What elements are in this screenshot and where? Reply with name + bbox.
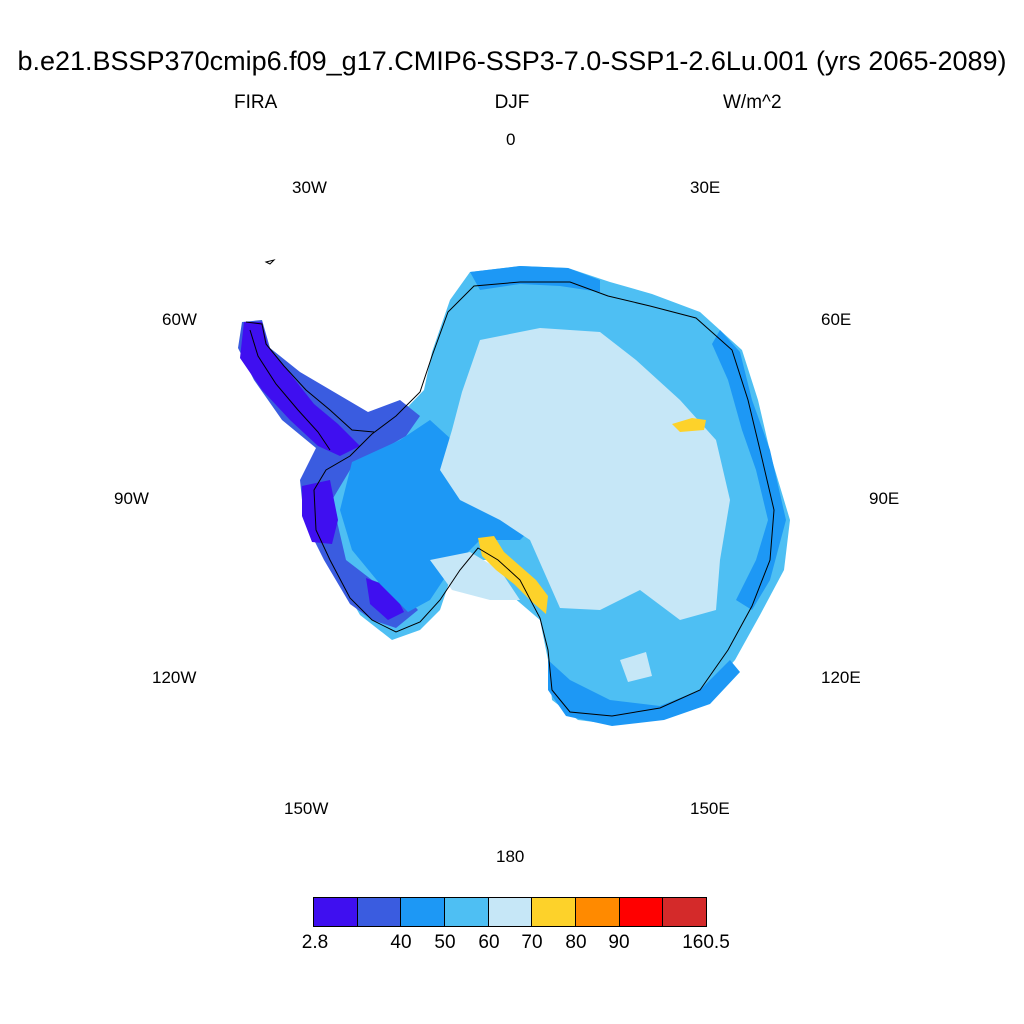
lon-label-120w: 120W [152, 668, 197, 687]
lon-label-90w: 90W [114, 489, 149, 508]
colorbar-label-70: 70 [521, 932, 543, 953]
continent-blue-band [340, 420, 540, 612]
south-georgia-outline [264, 259, 276, 265]
lon-label-60w: 60W [162, 310, 197, 329]
south-coast-blue [548, 660, 740, 726]
colorbar-segment-8 [663, 898, 707, 926]
lon-label-30w: 30W [292, 178, 327, 197]
colorbar-segment-0 [314, 898, 358, 926]
colorbar-segment-7 [619, 898, 664, 926]
plot-title: b.e21.BSSP370cmip6.f09_g17.CMIP6-SSP3-7.… [17, 46, 1007, 76]
amery-patch-pale [620, 652, 652, 682]
variable-label: FIRA [234, 92, 278, 113]
colorbar-segment-6 [576, 898, 620, 926]
lon-label-90e: 90E [869, 489, 900, 508]
colorbar-segment-5 [532, 898, 577, 926]
lon-label-120e: 120E [821, 668, 861, 687]
colorbar-segment-4 [488, 898, 533, 926]
lon-label-150w: 150W [284, 799, 329, 818]
coastline [313, 281, 775, 717]
ross-coast-dark [366, 578, 404, 620]
transantarctic-yellow [478, 536, 548, 614]
colorbar-label-80: 80 [565, 932, 587, 953]
ross-ice-shelf-pale [430, 552, 520, 600]
colorbar-segment-1 [357, 898, 402, 926]
units-label: W/m^2 [723, 92, 782, 113]
lon-label-0: 0 [506, 130, 516, 149]
north-coast-blue [470, 266, 600, 292]
peninsula-coastline [245, 321, 375, 451]
east-coast-blue [712, 330, 786, 610]
lon-label-150e: 150E [690, 799, 730, 818]
west-coast-dark [302, 480, 338, 544]
colorbar-label-60: 60 [478, 932, 500, 953]
lon-label-30e: 30E [690, 178, 721, 197]
colorbar-label-50: 50 [434, 932, 456, 953]
colorbar-label-min: 2.8 [301, 932, 329, 953]
colorbar-label-40: 40 [390, 932, 412, 953]
east-antarctic-plateau [440, 328, 730, 620]
colorbar-segment-3 [445, 898, 489, 926]
colorbar-label-max: 160.5 [682, 932, 730, 953]
colorbar-label-90: 90 [608, 932, 630, 953]
lon-label-60e: 60E [821, 310, 852, 329]
lon-label-180: 180 [496, 847, 525, 866]
season-label: DJF [494, 92, 530, 113]
east-yellow [672, 418, 706, 432]
peninsula-tip [240, 322, 360, 456]
colorbar-segment-2 [401, 898, 446, 926]
colorbar [313, 897, 707, 927]
